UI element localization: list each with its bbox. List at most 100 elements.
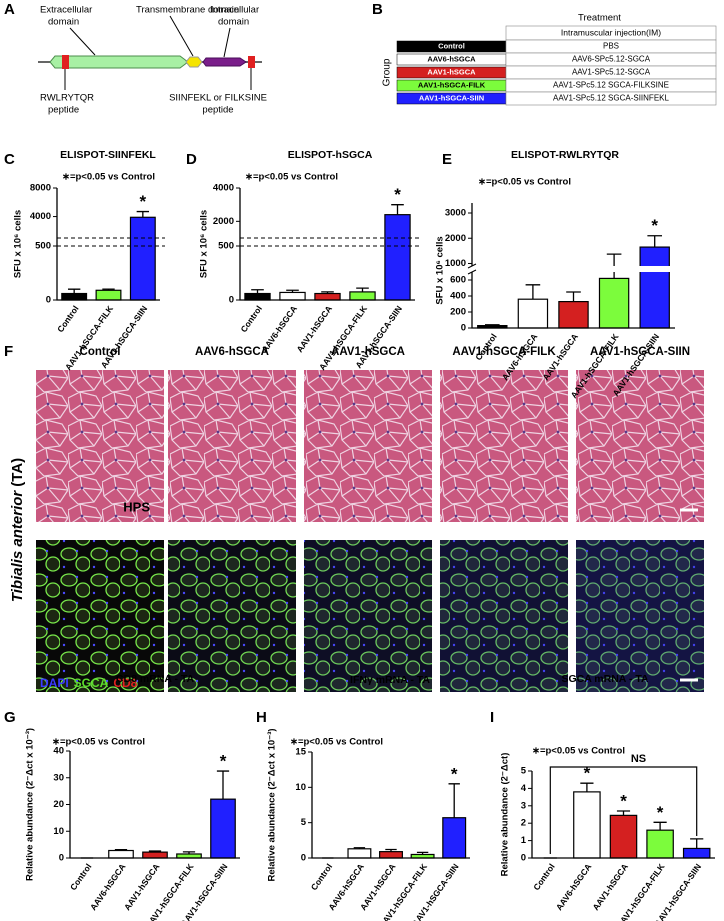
significance-mark: * xyxy=(651,216,658,235)
side-label-part: Tibialis anterior xyxy=(9,490,26,603)
protein-diagram xyxy=(38,15,262,90)
bar xyxy=(108,849,134,859)
error-bar xyxy=(616,810,631,816)
treatment-cell xyxy=(505,91,717,106)
x-tick-label: AAV1-hSGCA xyxy=(122,862,162,912)
panel-label: B xyxy=(372,1,383,18)
group-name: AAV1-hSGCA-SIIN xyxy=(419,93,484,102)
panel-label: G xyxy=(4,709,16,726)
column-header: Control xyxy=(80,346,121,358)
column-header: AAV1-hSGCA-FILK xyxy=(452,346,556,358)
y-tick-label: 5 xyxy=(521,766,527,777)
error-bar xyxy=(286,289,299,293)
group-name: AAV6-hSGCA xyxy=(427,54,476,63)
x-tick-label: AAV1-hSGCA xyxy=(590,862,630,912)
y-tick-label: 40 xyxy=(53,746,64,757)
side-label: Tibialis anterior (TA) xyxy=(9,458,26,602)
peptide-label: peptide xyxy=(48,105,79,116)
annotation: ∗=p<0.05 vs Control xyxy=(52,737,145,748)
error-bar xyxy=(484,324,500,326)
stain-labels: DAPI SGCA CD8 xyxy=(40,676,138,690)
bar xyxy=(639,246,670,329)
y-tick-label: 10 xyxy=(295,782,306,793)
bar xyxy=(314,292,341,301)
bar xyxy=(210,798,236,859)
panel-label: H xyxy=(256,709,267,726)
treatment-name: AAV6-SPc5.12-SGCA xyxy=(572,55,651,64)
x-tick-label: AAV6-hSGCA xyxy=(554,862,594,912)
significance-mark: * xyxy=(657,803,664,822)
hps-image xyxy=(168,370,296,522)
y-axis-label: SFU x 10⁶ cells xyxy=(199,210,210,278)
x-tick-label: AAV6-hSGCA xyxy=(259,304,299,354)
y-tick-label: 400 xyxy=(450,291,466,302)
significance-mark: * xyxy=(620,792,627,811)
chart-title: ELISPOT-SIINFEKL xyxy=(60,149,156,161)
if-image xyxy=(168,540,296,692)
y-tick-label: 200 xyxy=(450,307,466,318)
panel-label: F xyxy=(4,343,13,360)
y-tick-label: 4000 xyxy=(213,183,234,194)
bar xyxy=(349,291,376,301)
axis-line xyxy=(531,771,715,859)
x-tick-label: Control xyxy=(68,862,94,892)
group-name: AAV1-hSGCA-FILK xyxy=(418,80,486,89)
panel-label: A xyxy=(4,1,15,18)
domain-label: domain xyxy=(48,17,79,28)
axis-line xyxy=(56,188,160,301)
stain-label: DAPI xyxy=(40,676,69,690)
error-bar xyxy=(580,782,594,792)
bar xyxy=(442,817,467,859)
domain-label: Intracellular xyxy=(210,5,259,16)
y-tick-label: 0 xyxy=(461,323,466,334)
x-tick-label: Control xyxy=(238,304,264,334)
infiltrate-overlay xyxy=(440,540,568,692)
if-image xyxy=(440,540,568,692)
treatment-name: AAV1-SPc5.12 SGCA-SIINFEKL xyxy=(553,94,669,103)
significance-mark: * xyxy=(584,764,591,783)
y-tick-label: 3 xyxy=(521,800,526,811)
y-tick-label: 500 xyxy=(218,241,234,252)
annotation: ∗=p<0.05 vs Control xyxy=(62,172,155,183)
group-name: AAV1-hSGCA xyxy=(427,67,476,76)
stain-label: CD8 xyxy=(113,676,137,690)
panel-label: D xyxy=(186,151,197,168)
error-bar xyxy=(448,783,460,818)
bar xyxy=(573,791,601,859)
y-tick-label: 0 xyxy=(59,853,64,864)
y-axis-label: Relative abundance (2⁻Δct x 10⁻³) xyxy=(267,728,278,881)
domain-label: Extracellular xyxy=(40,5,92,16)
column-header: AAV1-hSGCA-SIIN xyxy=(590,346,690,358)
significance-mark: * xyxy=(220,752,227,771)
panel-label: C xyxy=(4,151,15,168)
significance-mark: * xyxy=(140,192,147,211)
y-tick-label: 4000 xyxy=(30,211,51,222)
error-bar xyxy=(385,848,397,852)
hps-image xyxy=(576,370,704,522)
bar xyxy=(95,289,122,301)
error-bar xyxy=(356,287,369,292)
y-tick-label: 0 xyxy=(521,853,526,864)
hps-image xyxy=(304,370,432,522)
y-tick-label: 600 xyxy=(450,275,466,286)
annotation: ∗=p<0.05 vs Control xyxy=(290,737,383,748)
y-tick-label: 1 xyxy=(521,835,527,846)
error-bar xyxy=(67,288,81,294)
y-axis-label: SFU x 10⁶ cells xyxy=(13,210,24,278)
peptide-label: SIINFEKL or FILKSINE xyxy=(169,93,267,104)
if-image xyxy=(304,540,432,692)
peptide-label: RWLRYTQR xyxy=(40,93,94,104)
annotation: ∗=p<0.05 vs Control xyxy=(478,177,571,188)
y-tick-label: 0 xyxy=(301,853,306,864)
column-header: AAV6-hSGCA xyxy=(195,346,269,358)
error-bar xyxy=(114,849,128,851)
chart-title: ELISPOT-hSGCA xyxy=(288,149,373,161)
bracket-label: NS xyxy=(631,753,646,765)
bar xyxy=(61,292,88,301)
content: A BC D EFG H IExtracellulardomainTransmembran… xyxy=(4,1,717,921)
table-subheader: Intramuscular injection(IM) xyxy=(561,27,661,37)
error-bar xyxy=(148,850,162,853)
bar xyxy=(609,814,638,859)
chart-title: CD8 mRNA - TA xyxy=(116,673,195,685)
x-tick-label: Control xyxy=(55,304,81,334)
